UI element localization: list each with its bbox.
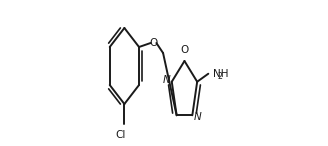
Text: O: O bbox=[149, 38, 157, 48]
Text: N: N bbox=[194, 112, 201, 122]
Text: O: O bbox=[180, 45, 188, 55]
Text: N: N bbox=[163, 75, 171, 85]
Text: Cl: Cl bbox=[116, 130, 126, 140]
Text: NH: NH bbox=[213, 69, 228, 79]
Text: 2: 2 bbox=[217, 72, 222, 81]
